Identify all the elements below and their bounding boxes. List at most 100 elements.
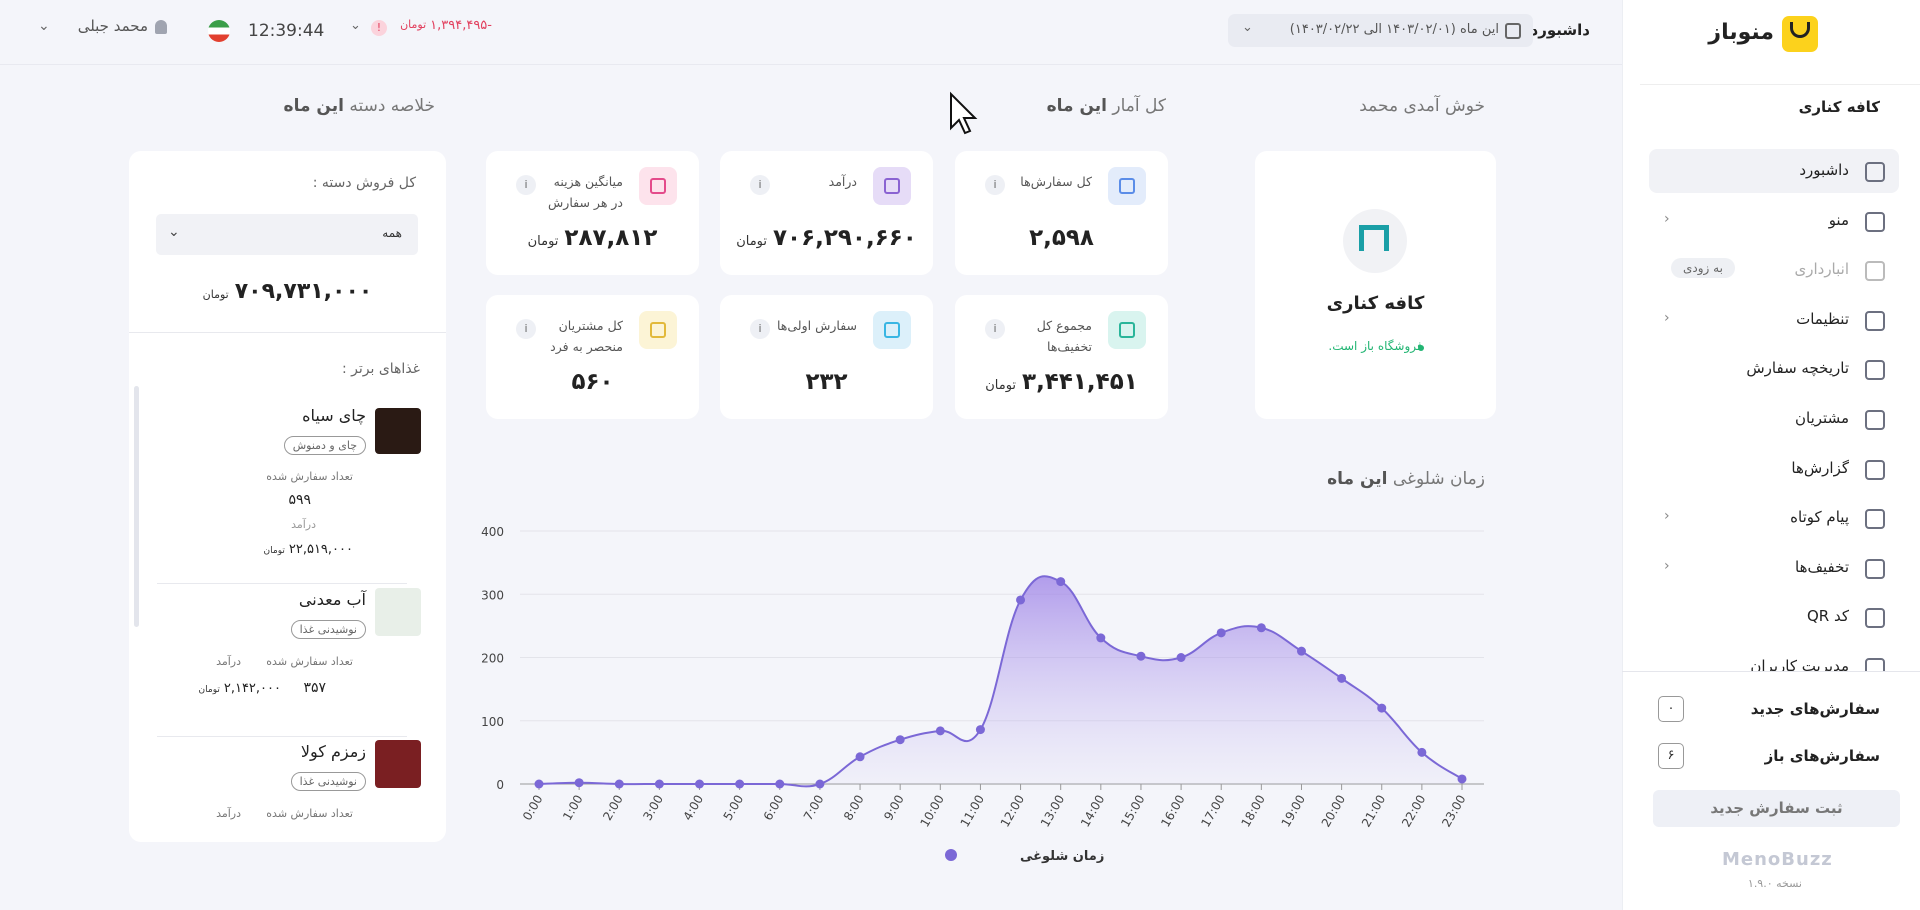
- menu-icon: [1865, 658, 1885, 671]
- x-tick-label: 17:00: [1198, 793, 1227, 830]
- item-count: ۵۹۹: [288, 492, 311, 508]
- category-select[interactable]: همه ⌄: [156, 214, 418, 255]
- menu-icon: [1865, 310, 1885, 331]
- stat-icon: [639, 167, 677, 205]
- x-tick-label: 16:00: [1158, 793, 1187, 830]
- menu-icon: [1865, 162, 1885, 182]
- item-revenue-unit: تومان: [263, 546, 285, 556]
- stat-value: ۷۰۶,۲۹۰,۶۶۰ تومان: [720, 225, 933, 251]
- shop-logo-mark: [1359, 225, 1389, 251]
- point: [895, 735, 905, 745]
- stat-icon: [873, 311, 911, 349]
- stat-icon-glyph: [650, 178, 666, 194]
- balance-value: -۱,۳۹۴,۴۹۵: [430, 18, 492, 33]
- item-count-label: تعداد سفارش شده: [266, 655, 353, 668]
- header: [0, 0, 1622, 65]
- menu-item[interactable]: منو ›: [1649, 199, 1899, 243]
- brand-logo-mark: [1790, 22, 1810, 38]
- divider: [1640, 84, 1920, 85]
- stat-card: کل سفارش‌ها i ۲,۵۹۸: [955, 151, 1168, 275]
- point: [1457, 774, 1467, 784]
- item-revenue-value: ۲,۱۴۲,۰۰۰: [223, 681, 281, 696]
- category-divider: [129, 332, 446, 333]
- item-tag: چای و دمنوش: [283, 436, 366, 455]
- stat-value: ۵۶۰: [486, 369, 699, 395]
- item-name: آب معدنی: [298, 590, 366, 609]
- stat-icon-glyph: [650, 322, 666, 338]
- point: [654, 779, 664, 789]
- menu-item[interactable]: تنظیمات ›: [1649, 298, 1899, 342]
- stat-label: کل مشتریان منحصر به فرد: [550, 318, 623, 354]
- menu-chevron: ›: [1664, 309, 1670, 326]
- item-revenue-label: درآمد: [216, 655, 241, 668]
- version: نسخه ۱.۹.۰: [1747, 877, 1802, 890]
- menu-item[interactable]: کد QR: [1649, 595, 1899, 639]
- top-label: غذاهای برتر :: [341, 361, 420, 377]
- menu-label: گزارش‌ها: [1791, 458, 1849, 477]
- date-chevron: ⌄: [1242, 20, 1253, 35]
- menu-item[interactable]: تخفیف‌ها ›: [1649, 546, 1899, 590]
- shop-logo: [1343, 209, 1407, 273]
- stat-info: i: [985, 319, 1005, 339]
- x-tick-label: 22:00: [1399, 793, 1428, 830]
- menu-item[interactable]: مشتریان: [1649, 397, 1899, 441]
- stat-icon: [1108, 311, 1146, 349]
- item-name: زمزم کولا: [300, 742, 366, 761]
- menu-item[interactable]: داشبورد: [1649, 149, 1899, 193]
- stat-number: ۳,۴۴۱,۴۵۱: [1022, 369, 1138, 395]
- menu-label: مدیریت کاربران: [1750, 657, 1849, 671]
- menu-icon: [1865, 211, 1885, 232]
- menu-icon: [1865, 410, 1885, 430]
- point: [775, 779, 785, 789]
- date-icon: [1505, 23, 1521, 39]
- chart-title-text: زمان شلوغی: [1392, 469, 1485, 489]
- x-tick-label: 13:00: [1038, 793, 1067, 830]
- point: [1337, 673, 1347, 683]
- stat-number: ۲,۵۹۸: [1029, 225, 1094, 251]
- category-total-unit: تومان: [202, 288, 229, 301]
- x-tick-label: 6:00: [761, 793, 787, 823]
- category-period: این ماه: [283, 96, 344, 116]
- category-total-label: کل فروش دسته :: [312, 175, 416, 191]
- stat-icon: [1108, 167, 1146, 205]
- point: [815, 779, 825, 789]
- stats-title: کل آمار این ماه: [1047, 96, 1166, 116]
- item-revenue: ۲,۱۴۲,۰۰۰ تومان: [199, 681, 281, 696]
- item-image: [375, 740, 421, 788]
- menu-item[interactable]: مدیریت کاربران: [1649, 645, 1899, 671]
- menu-label: تخفیف‌ها: [1795, 557, 1849, 576]
- menu-label: کد QR: [1806, 607, 1849, 626]
- menu-item[interactable]: انبارداری به زودی: [1649, 248, 1899, 292]
- user-name[interactable]: محمد جبلی: [77, 17, 148, 35]
- menu-item[interactable]: پیام کوتاه ›: [1649, 496, 1899, 540]
- stat-label: مجموع کل تخفیف‌ها: [1036, 318, 1092, 354]
- stat-card: سفارش اولی‌ها i ۲۳۲: [720, 295, 933, 419]
- order-count: ۰: [1658, 696, 1684, 722]
- menu-item[interactable]: گزارش‌ها: [1649, 447, 1899, 491]
- stat-unit: تومان: [527, 234, 559, 249]
- item-count-label: تعداد سفارش شده: [266, 807, 353, 820]
- date-range[interactable]: این ماه (۱۴۰۳/۰۲/۰۱ الی ۱۴۰۳/۰۲/۲۲) ⌄: [1228, 14, 1533, 47]
- x-tick-label: 2:00: [600, 793, 626, 823]
- balance-alert: !: [371, 20, 387, 36]
- menu-item[interactable]: تاریخچه سفارش: [1649, 347, 1899, 391]
- y-tick-label: 0: [496, 778, 504, 792]
- point: [695, 779, 705, 789]
- stat-number: ۷۰۶,۲۹۰,۶۶۰: [773, 225, 917, 251]
- stat-value: ۲۳۲: [720, 369, 933, 395]
- x-tick-label: 7:00: [801, 793, 827, 823]
- point: [1417, 747, 1427, 757]
- select-value: همه: [382, 226, 402, 240]
- chart-period: این ماه: [1327, 469, 1388, 489]
- stat-card: درآمد i ۷۰۶,۲۹۰,۶۶۰ تومان: [720, 151, 933, 275]
- new-order-button[interactable]: ثبت سفارش جدید: [1653, 790, 1900, 827]
- point: [1136, 651, 1146, 661]
- stat-label: سفارش اولی‌ها: [776, 318, 857, 333]
- stats-period: این ماه: [1046, 96, 1107, 116]
- sidebar-separator: [1622, 671, 1920, 672]
- item-divider: [157, 736, 407, 737]
- item-name: چای سیاه: [302, 406, 366, 425]
- stat-label: درآمد: [828, 174, 857, 189]
- stat-number: ۲۳۲: [805, 369, 848, 395]
